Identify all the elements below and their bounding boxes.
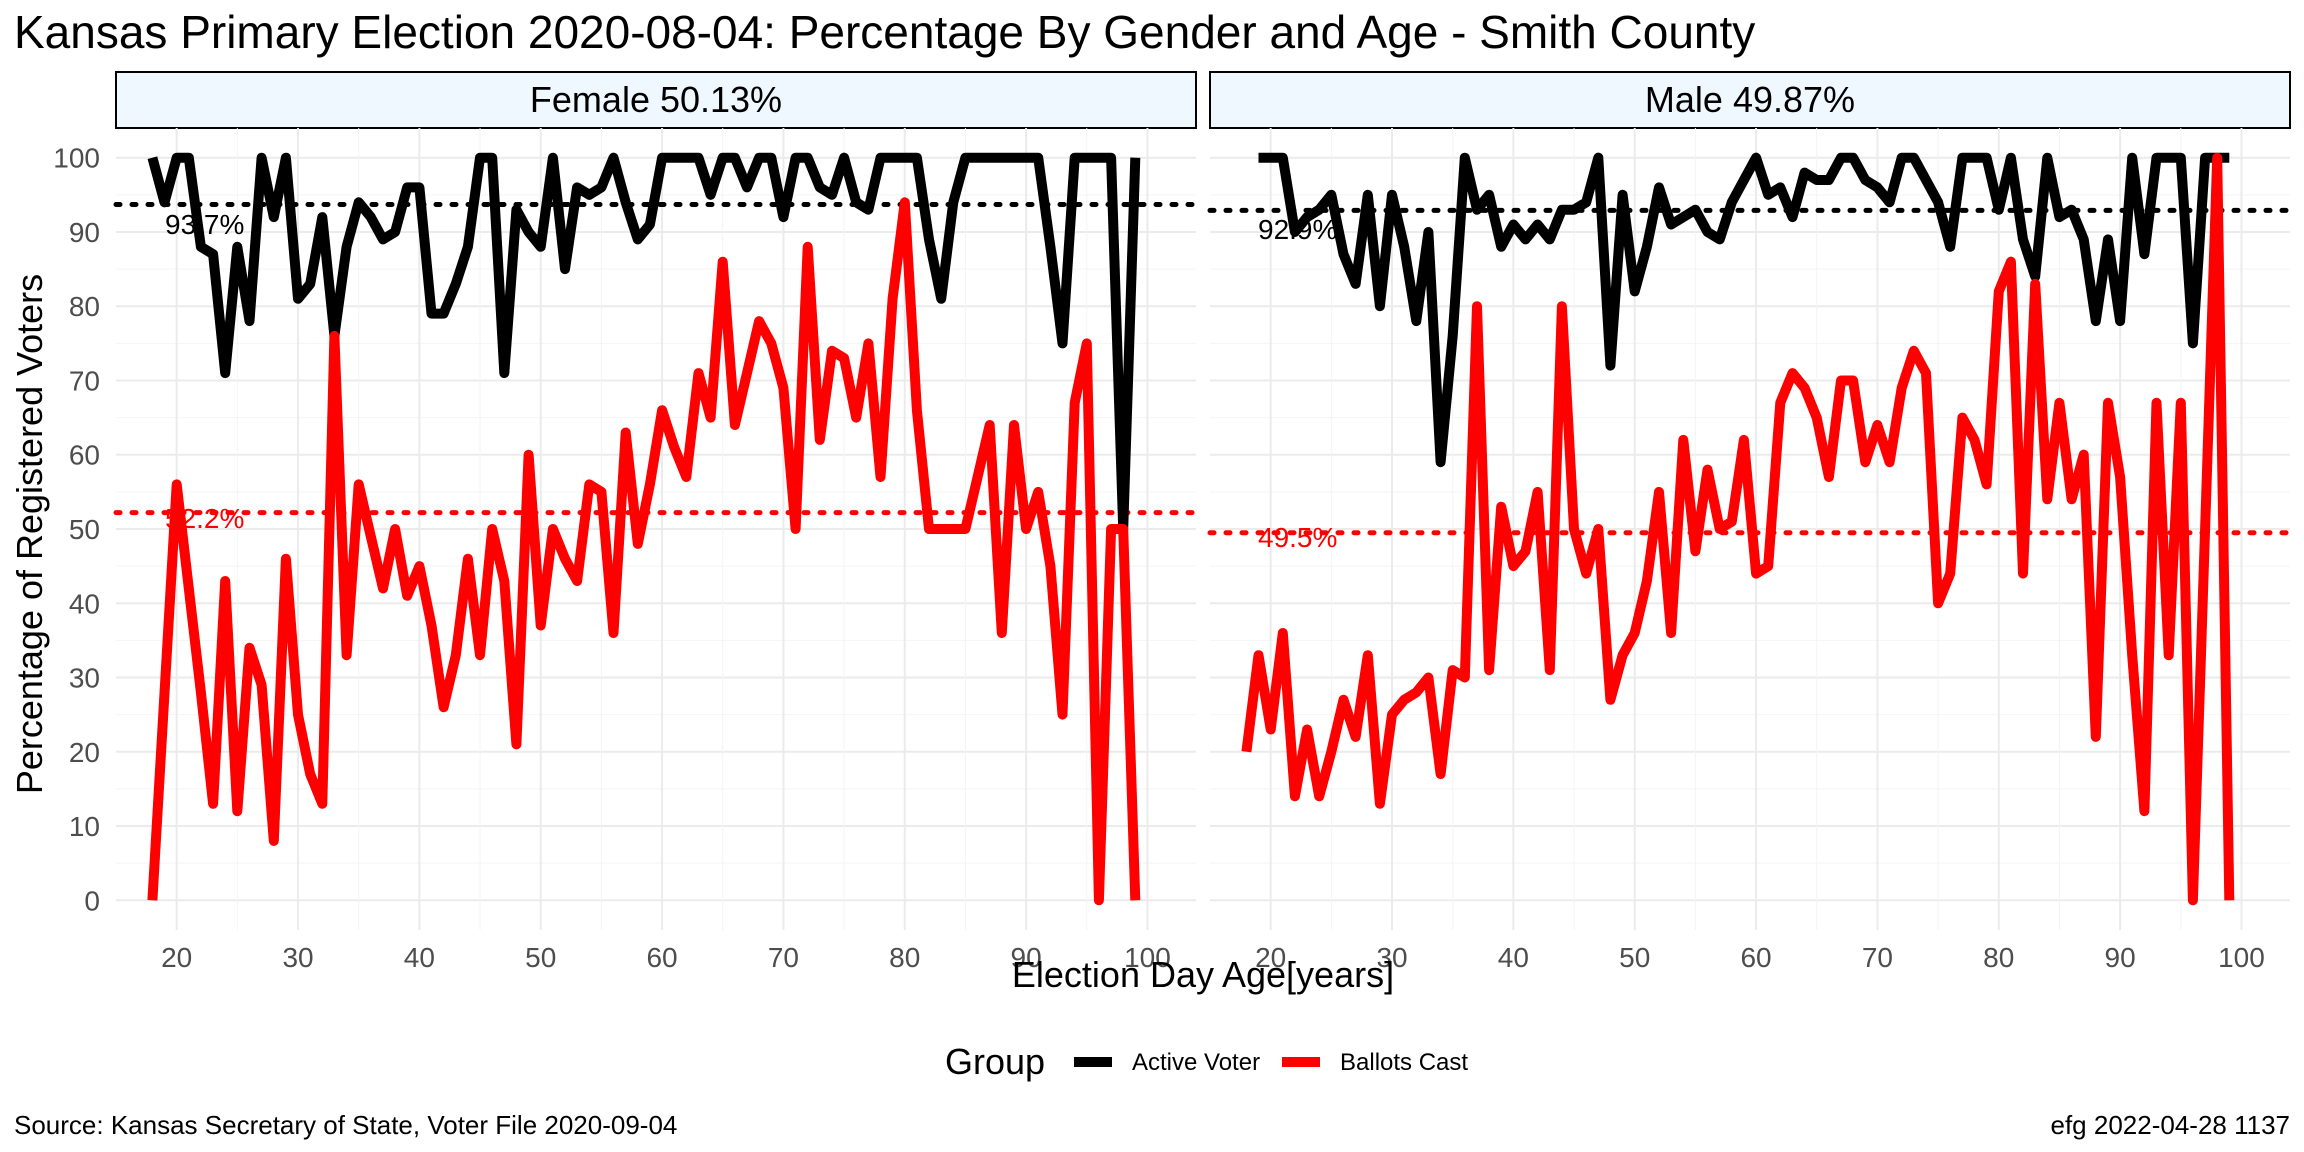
ref-label-active: 93.7%	[165, 209, 244, 240]
x-tick-label: 100	[2218, 942, 2265, 973]
y-tick-label: 100	[53, 143, 100, 174]
y-tick-label: 40	[69, 588, 100, 619]
panel-female: Female 50.13% 93.7% 52.2% 20 30 40 50 60 70 80…	[53, 71, 1199, 973]
strip-label: Female 50.13%	[530, 79, 782, 120]
x-tick-label: 90	[1011, 942, 1042, 973]
x-tick-label: 70	[768, 942, 799, 973]
x-tick-label: 20	[161, 942, 192, 973]
y-tick-label: 80	[69, 291, 100, 322]
y-tick-label: 60	[69, 440, 100, 471]
x-tick-label: 40	[1498, 942, 1529, 973]
series-marks	[1207, 152, 2293, 906]
x-tick-labels: 20 30 40 50 60 70 80 90 100	[1255, 942, 2265, 973]
legend-label-active-voter: Active Voter	[1132, 1049, 1260, 1076]
strip-background	[115, 71, 1197, 129]
series-line	[1241, 152, 2235, 906]
strip-label: Male 49.87%	[1645, 79, 1855, 120]
strip-background	[1209, 71, 2291, 129]
series-line	[147, 152, 1141, 534]
series-line	[147, 197, 1141, 906]
x-tick-label: 30	[1376, 942, 1407, 973]
ref-label-ballots: 52.2%	[165, 503, 244, 534]
y-tick-label: 50	[69, 514, 100, 545]
panel-male: Male 49.87% 92.9% 49.5% 20 30 40 50 60 70 80 90…	[1207, 71, 2293, 973]
timestamp-caption: efg 2022-04-28 1137	[2051, 1110, 2291, 1140]
legend-label-ballots-cast: Ballots Cast	[1340, 1049, 1468, 1076]
x-axis-title: Election Day Age[years]	[1012, 954, 1394, 995]
x-tick-label: 60	[646, 942, 677, 973]
chart-title: Kansas Primary Election 2020-08-04: Perc…	[14, 6, 1755, 58]
legend-title: Group	[945, 1041, 1045, 1082]
y-axis-title: Percentage of Registered Voters	[9, 274, 50, 794]
source-caption: Source: Kansas Secretary of State, Voter…	[14, 1110, 677, 1140]
x-tick-labels: 20 30 40 50 60 70 80 90 100	[161, 942, 1171, 973]
x-tick-label: 80	[889, 942, 920, 973]
legend: Group Active Voter Ballots Cast	[945, 1041, 1468, 1082]
x-tick-label: 80	[1983, 942, 2014, 973]
series-marks	[113, 152, 1199, 906]
y-tick-label: 0	[84, 885, 100, 916]
x-tick-label: 20	[1255, 942, 1286, 973]
ref-label-ballots: 49.5%	[1258, 522, 1337, 553]
x-tick-label: 40	[404, 942, 435, 973]
ref-label-active: 92.9%	[1258, 214, 1337, 245]
y-tick-label: 20	[69, 737, 100, 768]
x-tick-label: 100	[1124, 942, 1171, 973]
x-tick-label: 70	[1862, 942, 1893, 973]
y-tick-label: 70	[69, 365, 100, 396]
y-tick-labels: 0 10 20 30 40 50 60 70 80 90 100	[53, 143, 100, 917]
x-tick-label: 90	[2105, 942, 2136, 973]
y-tick-label: 90	[69, 217, 100, 248]
x-tick-label: 60	[1740, 942, 1771, 973]
series-line	[1258, 152, 2230, 468]
x-tick-label: 30	[282, 942, 313, 973]
y-tick-label: 30	[69, 663, 100, 694]
y-tick-label: 10	[69, 811, 100, 842]
x-tick-label: 50	[1619, 942, 1650, 973]
x-tick-label: 50	[525, 942, 556, 973]
